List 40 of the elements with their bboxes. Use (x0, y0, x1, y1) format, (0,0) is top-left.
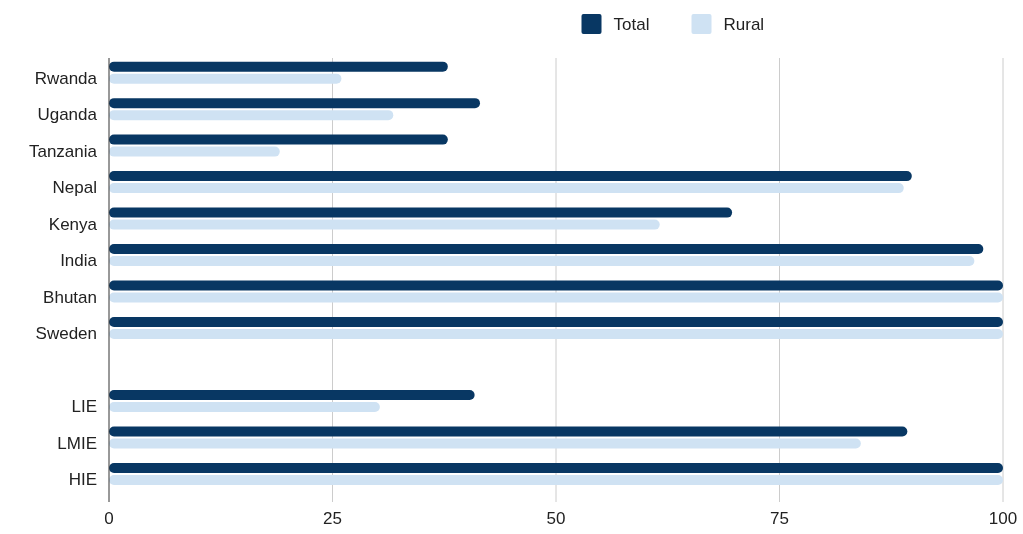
x-tick-label: 50 (546, 509, 566, 528)
x-tick-label: 75 (770, 509, 789, 528)
bar (109, 329, 1003, 340)
bar (109, 462, 1003, 473)
bar (109, 256, 975, 267)
x-tick-label: 0 (104, 509, 114, 528)
bar (109, 110, 394, 121)
y-tick-label: LIE (71, 397, 97, 417)
y-tick-label: Bhutan (43, 287, 97, 307)
bar (109, 474, 1003, 485)
bar (109, 98, 481, 109)
bar (109, 280, 1003, 291)
legend-label: Rural (723, 15, 765, 34)
x-tick-label: 100 (988, 509, 1018, 528)
legend-label: Total (613, 15, 650, 34)
y-tick-label: Nepal (52, 178, 97, 198)
bar (109, 390, 475, 401)
bar (109, 317, 1003, 328)
y-tick-label: Uganda (37, 105, 98, 125)
bar (109, 426, 908, 437)
bar (109, 219, 660, 230)
bar (109, 244, 984, 255)
y-tick-label: HIE (68, 470, 97, 490)
y-tick-label: India (60, 251, 98, 271)
bar (109, 402, 380, 413)
bar (109, 207, 733, 218)
y-tick-label: Rwanda (34, 68, 98, 88)
bar (109, 146, 280, 157)
bar (109, 438, 861, 449)
y-tick-label: LMIE (57, 433, 97, 453)
bar (109, 61, 448, 72)
bar (109, 292, 1003, 303)
bar (109, 134, 448, 145)
y-tick-label: Kenya (48, 214, 98, 234)
x-tick-label: 25 (323, 509, 342, 528)
bar (109, 183, 904, 194)
bar (109, 171, 912, 182)
bar (109, 73, 342, 84)
y-tick-label: Sweden (35, 324, 97, 344)
y-tick-label: Tanzania (28, 141, 98, 161)
